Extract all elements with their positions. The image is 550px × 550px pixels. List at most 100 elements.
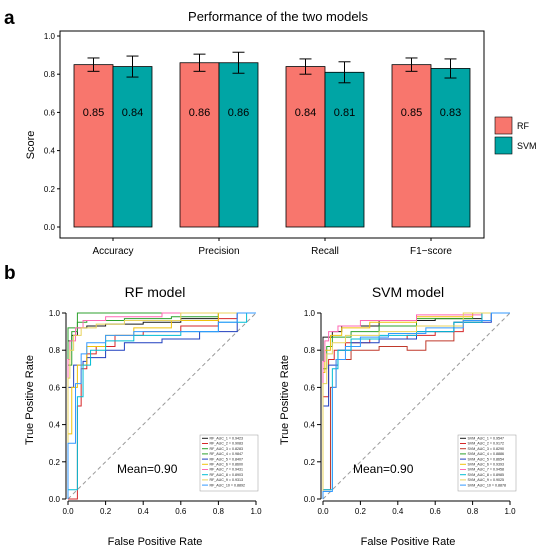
auc-legend-label: RF_AUC_9 = 0.9313 bbox=[210, 478, 243, 482]
y-tick-label: 0.4 bbox=[44, 147, 56, 156]
bar-chart-frame bbox=[59, 30, 485, 239]
y-tick-label: 1.0 bbox=[304, 309, 316, 318]
y-tick-label: 0.0 bbox=[44, 223, 56, 232]
bar bbox=[285, 66, 326, 228]
y-tick-label: 1.0 bbox=[49, 309, 61, 318]
diagonal-reference bbox=[67, 312, 257, 500]
roc-curve bbox=[322, 312, 510, 499]
y-tick-label: 1.0 bbox=[44, 32, 56, 41]
roc-svm-chart: SVM model False Positive Rate True Posit… bbox=[279, 284, 517, 548]
auc-legend-label: RF_AUC_5 = 0.8407 bbox=[210, 457, 243, 461]
roc-curve bbox=[322, 312, 510, 499]
auc-legend-label: SVM_AUC_1 = 0.9547 bbox=[468, 437, 504, 441]
auc-legend-label: SVM_AUC_2 = 0.9172 bbox=[468, 442, 504, 446]
roc-curve bbox=[67, 312, 256, 499]
bar bbox=[112, 66, 153, 228]
y-tick-label: 0.2 bbox=[44, 185, 56, 194]
bar bbox=[73, 64, 114, 228]
bar-chart: Performance of the two models Score 0.00… bbox=[25, 9, 537, 257]
roc-rf-plot-area: 0.00.0 0.2 0.2 0.4 0.4 0.6 0.6 0.8 0.8 1.0 1.0 Mean… bbox=[49, 309, 262, 516]
bar-data-label: 0.85 bbox=[83, 107, 104, 119]
x-tick-label: Recall bbox=[311, 246, 339, 257]
auc-legend-box bbox=[457, 434, 517, 492]
x-tick-label: 0.8 bbox=[213, 507, 225, 516]
x-tick-label: 0.4 bbox=[392, 507, 404, 516]
y-tick-label: 0.4 bbox=[304, 421, 316, 430]
bar bbox=[391, 64, 432, 228]
mean-auc-annotation: Mean=0.90 bbox=[117, 462, 178, 476]
legend-swatch bbox=[494, 116, 513, 135]
y-tick-label: 0.8 bbox=[44, 70, 56, 79]
x-tick-label: 0.8 bbox=[467, 507, 479, 516]
auc-legend-label: RF_AUC_3 = 0.8283 bbox=[210, 447, 243, 451]
roc-curve bbox=[322, 312, 510, 499]
auc-legend-label: RF_AUC_1 = 0.9423 bbox=[210, 437, 243, 441]
auc-legend-label: SVM_AUC_5 = 0.8654 bbox=[468, 457, 504, 461]
x-tick-label: Accuracy bbox=[92, 246, 133, 257]
x-tick-label: 0.6 bbox=[175, 507, 187, 516]
x-tick-label: 1.0 bbox=[250, 507, 262, 516]
auc-legend-label: SVM_AUC_3 = 0.8290 bbox=[468, 447, 504, 451]
bar-chart-title: Performance of the two models bbox=[188, 9, 368, 24]
legend-label: RF bbox=[517, 121, 529, 131]
roc-rf-title: RF model bbox=[125, 284, 186, 300]
y-tick-label: 0.0 bbox=[304, 495, 316, 504]
auc-legend-label: RF_AUC_2 = 0.9083 bbox=[210, 442, 243, 446]
auc-legend-label: SVM_AUC_7 = 0.9458 bbox=[468, 468, 504, 472]
y-tick-label: 0.8 bbox=[49, 346, 61, 355]
roc-rf-x-axis-label: False Positive Rate bbox=[108, 536, 203, 548]
x-tick-label: F1−score bbox=[410, 246, 452, 257]
roc-svm-y-axis-label: True Positive Rate bbox=[279, 355, 291, 445]
auc-legend-label: RF_AUC_8 = 0.8903 bbox=[210, 473, 243, 477]
bar bbox=[218, 62, 259, 228]
bar bbox=[179, 62, 220, 228]
y-tick-label: 0.2 bbox=[49, 458, 61, 467]
roc-svm-plot-area: 0.00.0 0.2 0.2 0.4 0.4 0.6 0.6 0.8 0.8 1.0 1.0 Mean… bbox=[304, 309, 517, 516]
legend-swatch bbox=[494, 136, 513, 155]
x-tick-label: Precision bbox=[198, 246, 239, 257]
bar-data-label: 0.83 bbox=[440, 107, 461, 119]
diagonal-reference bbox=[322, 312, 511, 500]
x-tick-label: 0.4 bbox=[138, 507, 150, 516]
auc-legend-box bbox=[199, 434, 259, 492]
bar-data-label: 0.86 bbox=[189, 107, 210, 119]
x-tick-label: 1.0 bbox=[504, 507, 516, 516]
y-tick-label: 0.6 bbox=[44, 108, 56, 117]
y-tick-label: 0.6 bbox=[304, 383, 316, 392]
bar-chart-y-axis-label: Score bbox=[25, 131, 37, 160]
bar-data-label: 0.84 bbox=[122, 107, 143, 119]
bar-data-label: 0.84 bbox=[295, 107, 316, 119]
legend-label: SVM bbox=[517, 141, 537, 151]
y-tick-label: 0.6 bbox=[49, 383, 61, 392]
x-tick-label: 0.0 bbox=[62, 507, 74, 516]
auc-legend-label: RF_AUC_7 = 0.9431 bbox=[210, 468, 243, 472]
y-tick-label: 0.2 bbox=[304, 458, 316, 467]
bar-data-label: 0.85 bbox=[401, 107, 422, 119]
roc-rf-chart: RF model False Positive Rate True Positi… bbox=[24, 284, 262, 548]
x-tick-label: 0.0 bbox=[317, 507, 329, 516]
x-tick-label: 0.6 bbox=[430, 507, 442, 516]
bar-chart-plot-area: 0.0 0.2 0.4 0.6 0.8 1.0 Accuracy 0.85 0.84 Precis… bbox=[44, 30, 485, 257]
auc-legend-label: SVM_AUC_6 = 0.9393 bbox=[468, 463, 504, 467]
bar-data-label: 0.81 bbox=[334, 107, 355, 119]
auc-legend-label: RF_AUC_10 = 0.8892 bbox=[210, 483, 245, 487]
roc-rf-y-axis-label: True Positive Rate bbox=[24, 355, 36, 445]
y-tick-label: 0.0 bbox=[49, 495, 61, 504]
roc-svm-x-axis-label: False Positive Rate bbox=[361, 536, 456, 548]
auc-legend-label: RF_AUC_4 = 0.9847 bbox=[210, 452, 243, 456]
bar bbox=[430, 68, 471, 228]
auc-legend-label: SVM_AUC_4 = 0.8886 bbox=[468, 452, 504, 456]
auc-legend-label: SVM_AUC_10 = 0.8878 bbox=[468, 483, 506, 487]
roc-curve bbox=[67, 312, 256, 499]
auc-legend-label: SVM_AUC_9 = 0.9025 bbox=[468, 478, 504, 482]
auc-legend-label: SVM_AUC_8 = 0.8985 bbox=[468, 473, 504, 477]
roc-curve bbox=[322, 312, 510, 499]
panel-label-b: b bbox=[4, 263, 16, 284]
y-tick-label: 0.4 bbox=[49, 421, 61, 430]
x-tick-label: 0.2 bbox=[355, 507, 367, 516]
x-tick-label: 0.2 bbox=[100, 507, 112, 516]
mean-auc-annotation: Mean=0.90 bbox=[353, 462, 414, 476]
y-tick-label: 0.8 bbox=[304, 346, 316, 355]
bar bbox=[324, 71, 365, 228]
